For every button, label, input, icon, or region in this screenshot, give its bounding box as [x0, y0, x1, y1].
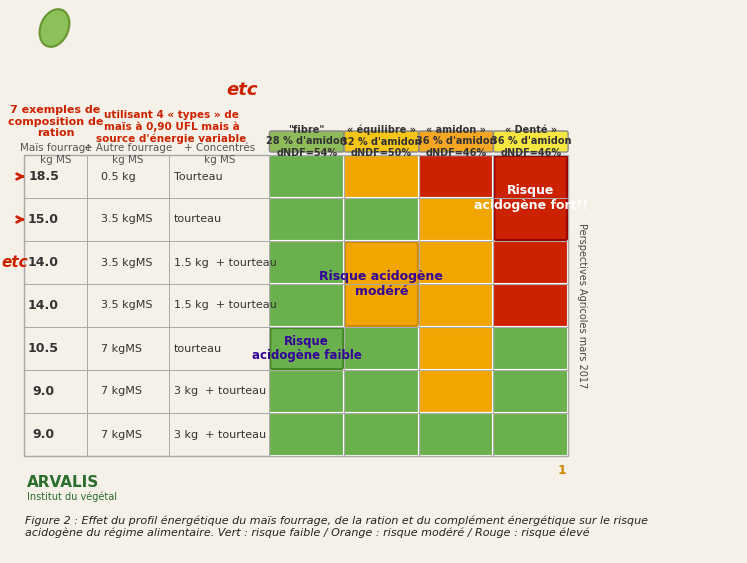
Text: 3.5 kgMS: 3.5 kgMS: [101, 301, 152, 311]
Text: Tourteau: Tourteau: [174, 172, 223, 181]
Bar: [23, 370, 87, 413]
Bar: [270, 327, 344, 370]
Bar: [87, 284, 170, 327]
Text: « équilibre »
32 % d'amidon
dNDF=50%: « équilibre » 32 % d'amidon dNDF=50%: [341, 124, 421, 158]
Bar: [419, 327, 494, 370]
Bar: [87, 327, 170, 370]
Text: 0.5 kg: 0.5 kg: [101, 172, 136, 181]
Text: 15.0: 15.0: [28, 213, 59, 226]
Text: 10.5: 10.5: [28, 342, 59, 355]
Bar: [170, 241, 270, 284]
Text: Risque acidogène
modéré: Risque acidogène modéré: [320, 270, 444, 298]
FancyBboxPatch shape: [419, 131, 494, 152]
Bar: [344, 327, 419, 370]
Text: + Autre fourrage
kg MS: + Autre fourrage kg MS: [84, 143, 173, 164]
FancyBboxPatch shape: [495, 156, 567, 240]
Text: 9.0: 9.0: [32, 385, 55, 398]
Bar: [170, 370, 270, 413]
FancyBboxPatch shape: [345, 242, 418, 326]
Bar: [270, 241, 344, 284]
Text: 14.0: 14.0: [28, 256, 59, 269]
Bar: [494, 241, 568, 284]
Bar: [419, 284, 494, 327]
Bar: [344, 413, 419, 456]
Bar: [270, 370, 344, 413]
Bar: [494, 327, 568, 370]
Bar: [170, 284, 270, 327]
FancyBboxPatch shape: [344, 131, 419, 152]
Text: « Denté »
36 % d'amidon
dNDF=46%: « Denté » 36 % d'amidon dNDF=46%: [491, 125, 571, 158]
Text: 3.5 kgMS: 3.5 kgMS: [101, 215, 152, 225]
Text: ARVALIS: ARVALIS: [27, 475, 99, 490]
Text: etc: etc: [1, 255, 28, 270]
Bar: [87, 155, 170, 198]
Bar: [419, 241, 494, 284]
Bar: [23, 155, 87, 198]
Text: 7 kgMS: 7 kgMS: [101, 387, 142, 396]
Bar: [344, 241, 419, 284]
Text: 3 kg  + tourteau: 3 kg + tourteau: [174, 430, 266, 440]
Text: Risque
acidogène faible: Risque acidogène faible: [252, 334, 362, 363]
Text: 1: 1: [557, 464, 566, 477]
Text: 3.5 kgMS: 3.5 kgMS: [101, 257, 152, 267]
Bar: [170, 413, 270, 456]
Text: + Concentrés
kg MS: + Concentrés kg MS: [184, 143, 255, 164]
Bar: [419, 413, 494, 456]
Text: 18.5: 18.5: [28, 170, 59, 183]
Text: utilisant 4 « types » de
maïs à 0,90 UFL mais à
source d'énergie variable: utilisant 4 « types » de maïs à 0,90 UFL…: [96, 110, 247, 144]
Bar: [344, 155, 419, 198]
Text: 7 kgMS: 7 kgMS: [101, 343, 142, 354]
FancyBboxPatch shape: [270, 328, 343, 369]
Bar: [170, 198, 270, 241]
Text: tourteau: tourteau: [174, 215, 222, 225]
Text: « amidon »
36 % d'amidon
dNDF=46%: « amidon » 36 % d'amidon dNDF=46%: [416, 125, 496, 158]
Text: 1.5 kg  + tourteau: 1.5 kg + tourteau: [174, 257, 276, 267]
Text: 9.0: 9.0: [32, 428, 55, 441]
Bar: [270, 284, 344, 327]
Bar: [23, 284, 87, 327]
FancyBboxPatch shape: [494, 131, 568, 152]
Bar: [419, 155, 494, 198]
Text: 7 exemples de
composition de
ration: 7 exemples de composition de ration: [7, 105, 103, 138]
Text: Maïs fourrage
kg MS: Maïs fourrage kg MS: [19, 143, 91, 164]
Bar: [23, 155, 568, 456]
FancyBboxPatch shape: [270, 131, 344, 152]
Text: 14.0: 14.0: [28, 299, 59, 312]
Ellipse shape: [40, 9, 69, 47]
Text: 1.5 kg  + tourteau: 1.5 kg + tourteau: [174, 301, 276, 311]
Bar: [270, 155, 344, 198]
Text: tourteau: tourteau: [174, 343, 222, 354]
Bar: [23, 413, 87, 456]
Text: Figure 2 : Effet du profil énergétique du maïs fourrage, de la ration et du comp: Figure 2 : Effet du profil énergétique d…: [25, 515, 648, 538]
Bar: [494, 284, 568, 327]
Bar: [494, 155, 568, 198]
Text: Risque
acidogène fort!!: Risque acidogène fort!!: [474, 184, 588, 212]
Bar: [23, 327, 87, 370]
Text: 7 kgMS: 7 kgMS: [101, 430, 142, 440]
Bar: [270, 198, 344, 241]
Bar: [87, 198, 170, 241]
Bar: [419, 198, 494, 241]
Bar: [494, 413, 568, 456]
Bar: [23, 198, 87, 241]
Bar: [344, 284, 419, 327]
Text: 3 kg  + tourteau: 3 kg + tourteau: [174, 387, 266, 396]
Bar: [494, 198, 568, 241]
Bar: [87, 241, 170, 284]
Bar: [344, 370, 419, 413]
Bar: [87, 370, 170, 413]
Bar: [419, 370, 494, 413]
Bar: [270, 413, 344, 456]
Bar: [170, 155, 270, 198]
Bar: [344, 198, 419, 241]
Text: etc: etc: [226, 81, 258, 99]
Text: Perspectives Agricoles mars 2017: Perspectives Agricoles mars 2017: [577, 223, 587, 388]
Text: "fibre"
28 % d'amidon
dNDF=54%: "fibre" 28 % d'amidon dNDF=54%: [267, 125, 347, 158]
Text: Institut du végétal: Institut du végétal: [27, 491, 117, 502]
Bar: [23, 241, 87, 284]
Bar: [494, 370, 568, 413]
Bar: [170, 327, 270, 370]
Bar: [87, 413, 170, 456]
